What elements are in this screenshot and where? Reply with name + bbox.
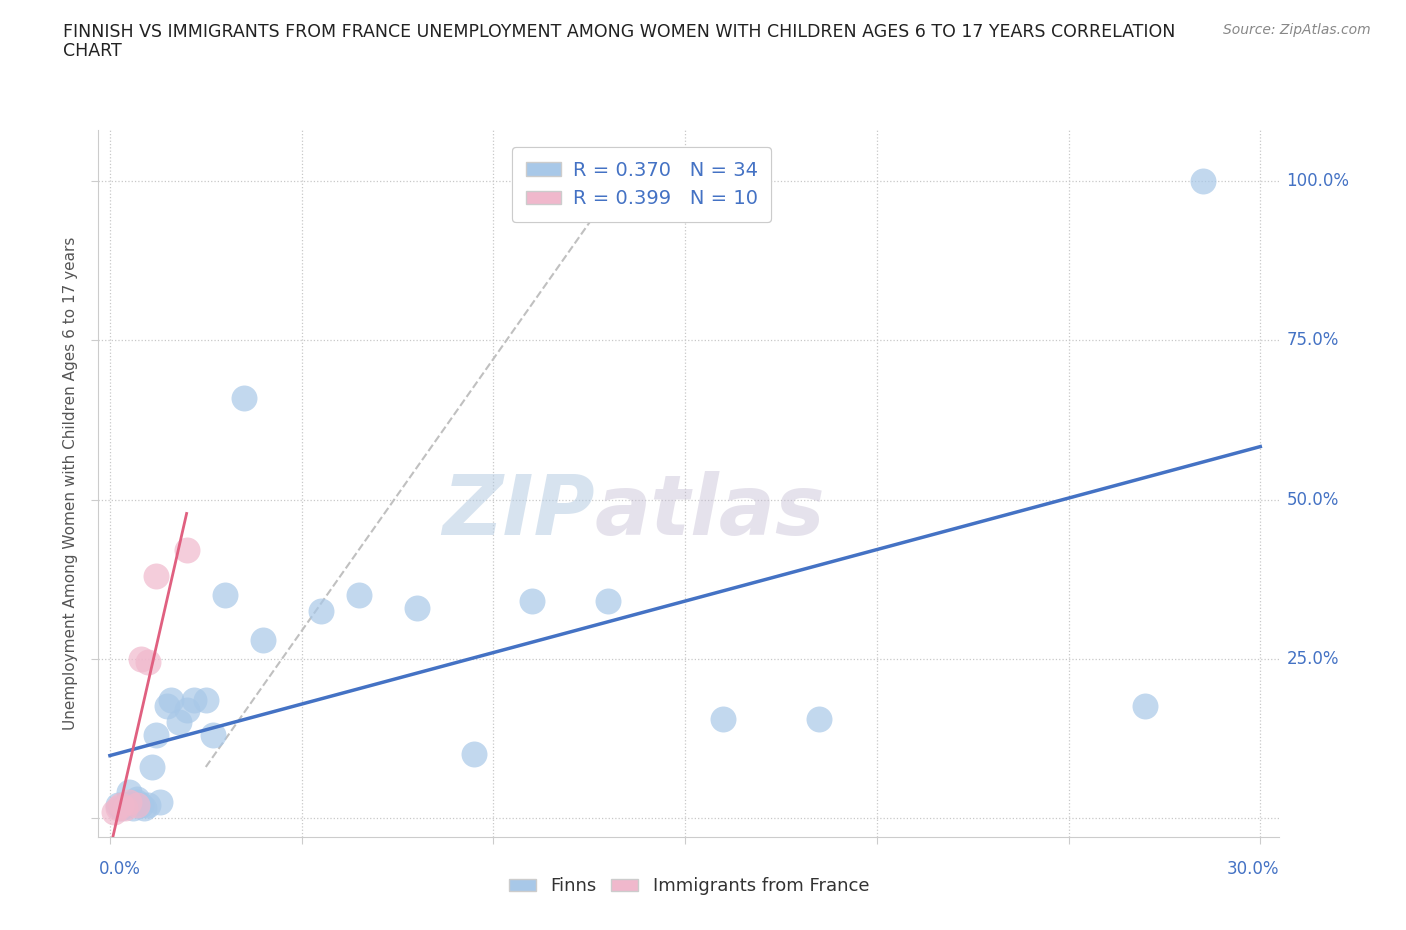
Text: 30.0%: 30.0% (1227, 860, 1279, 878)
Point (183, 693, 205, 708)
Point (233, 391, 256, 405)
Text: ZIP: ZIP (441, 472, 595, 552)
Point (114, 801, 136, 816)
Point (125, 791, 148, 806)
Point (463, 747, 485, 762)
Point (176, 543, 198, 558)
Text: atlas: atlas (595, 472, 825, 552)
Point (134, 801, 156, 816)
Point (713, 711, 735, 726)
Point (110, 798, 132, 813)
Point (110, 801, 132, 816)
Point (103, 804, 125, 819)
Point (107, 798, 129, 813)
Text: 25.0%: 25.0% (1286, 650, 1339, 668)
Legend: Finns, Immigrants from France: Finns, Immigrants from France (502, 870, 876, 902)
Point (252, 632, 274, 647)
Point (167, 715, 190, 730)
Point (1135, 699, 1157, 714)
Text: 100.0%: 100.0% (1286, 172, 1350, 190)
Point (1191, 174, 1213, 189)
Y-axis label: Unemployment Among Women with Children Ages 6 to 17 years: Unemployment Among Women with Children A… (63, 237, 79, 730)
Point (160, 693, 183, 708)
Text: 75.0%: 75.0% (1286, 331, 1339, 350)
Text: 50.0%: 50.0% (1286, 490, 1339, 509)
Point (808, 711, 831, 726)
Point (122, 801, 145, 816)
Point (136, 655, 159, 670)
Point (145, 727, 167, 742)
Point (176, 702, 198, 717)
Text: 0.0%: 0.0% (98, 860, 141, 878)
Point (125, 794, 148, 809)
Point (405, 601, 427, 616)
Point (129, 651, 152, 666)
Point (156, 699, 179, 714)
Point (202, 727, 225, 742)
Point (145, 568, 167, 583)
Point (118, 785, 141, 800)
Point (214, 588, 236, 603)
Point (149, 794, 172, 809)
Point (347, 588, 370, 603)
Text: FINNISH VS IMMIGRANTS FROM FRANCE UNEMPLOYMENT AMONG WOMEN WITH CHILDREN AGES 6 : FINNISH VS IMMIGRANTS FROM FRANCE UNEMPL… (63, 23, 1175, 41)
Text: Source: ZipAtlas.com: Source: ZipAtlas.com (1223, 23, 1371, 37)
Point (114, 799, 136, 814)
Legend: R = 0.370   N = 34, R = 0.399   N = 10: R = 0.370 N = 34, R = 0.399 N = 10 (512, 147, 770, 222)
Point (118, 794, 141, 809)
Point (136, 798, 159, 813)
Point (118, 796, 141, 811)
Point (194, 693, 217, 708)
Point (520, 594, 543, 609)
Text: CHART: CHART (63, 42, 122, 60)
Point (598, 594, 620, 609)
Point (107, 801, 129, 816)
Point (141, 760, 163, 775)
Point (309, 604, 332, 618)
Point (129, 798, 152, 813)
Point (125, 798, 148, 813)
